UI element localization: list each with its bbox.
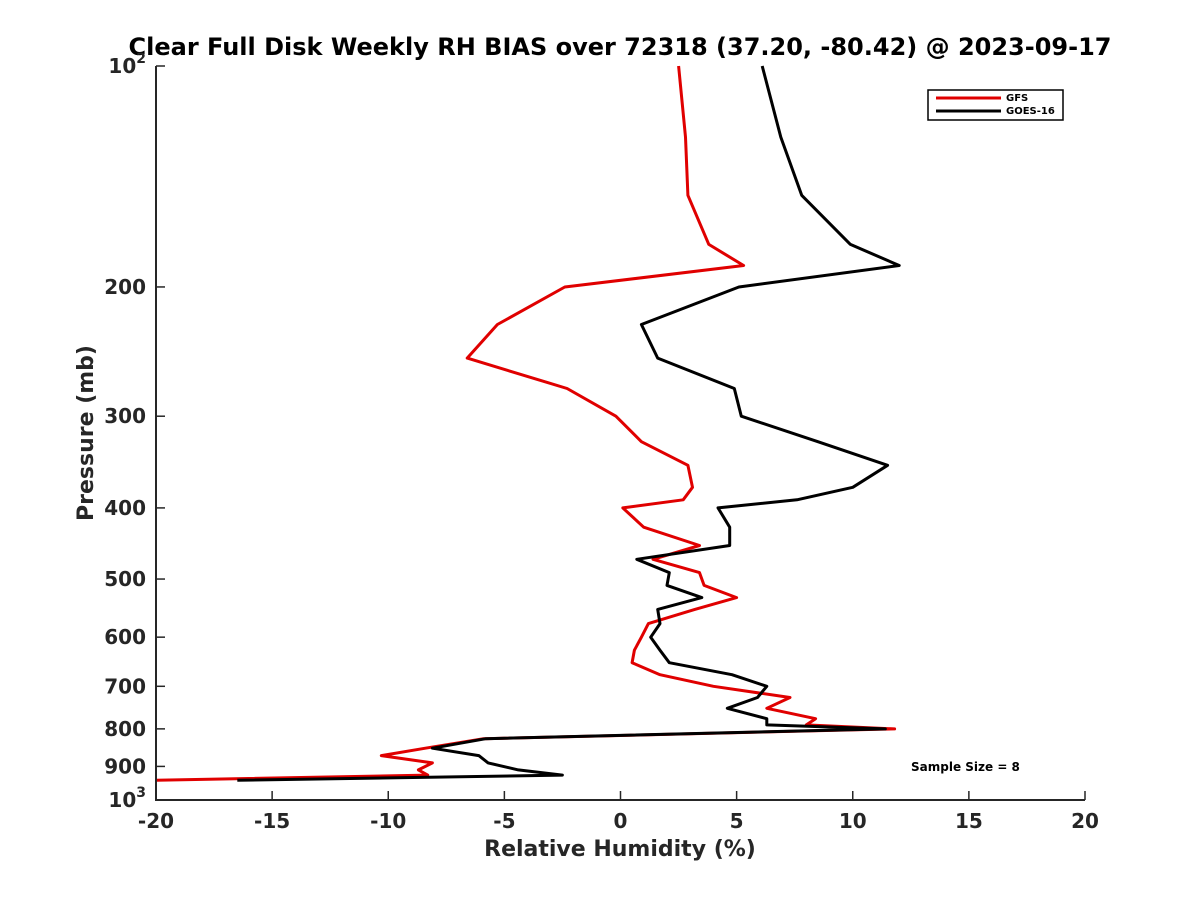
y-tick-label: 103 bbox=[108, 785, 146, 812]
legend: GFS GOES-16 bbox=[927, 89, 1064, 121]
series-line-gfs bbox=[155, 65, 897, 782]
y-tick-label: 700 bbox=[104, 674, 146, 698]
x-tick-label: 20 bbox=[1071, 809, 1099, 833]
x-tick-label: -5 bbox=[493, 809, 515, 833]
y-tick-label: 800 bbox=[104, 717, 146, 741]
y-axis-label: Pressure (mb) bbox=[74, 345, 99, 521]
x-tick-label: -20 bbox=[138, 809, 174, 833]
chart-title: Clear Full Disk Weekly RH BIAS over 7231… bbox=[129, 33, 1112, 61]
series-line-goes16 bbox=[237, 65, 901, 782]
x-tick-label: 15 bbox=[955, 809, 983, 833]
plot-series bbox=[155, 65, 901, 782]
x-axis-label: Relative Humidity (%) bbox=[484, 837, 756, 862]
x-tick-label: -10 bbox=[370, 809, 406, 833]
x-tick-label: 10 bbox=[839, 809, 867, 833]
axis-frame bbox=[155, 66, 1085, 801]
x-tick-label: 0 bbox=[614, 809, 628, 833]
legend-box bbox=[927, 89, 1064, 121]
y-tick-label: 102 bbox=[108, 51, 146, 78]
y-tick-label: 900 bbox=[104, 754, 146, 778]
y-axis-ticks: 102 200 300 400 500 600 700 800 900 103 bbox=[104, 51, 165, 812]
legend-label-gfs: GFS bbox=[1006, 93, 1028, 104]
x-tick-label: 5 bbox=[730, 809, 744, 833]
sample-size-annotation: Sample Size = 8 bbox=[911, 760, 1020, 774]
x-axis-ticks: -20 -15 -10 -5 0 5 10 15 20 bbox=[138, 791, 1099, 833]
y-tick-label: 200 bbox=[104, 275, 146, 299]
legend-label-goes16: GOES-16 bbox=[1006, 106, 1055, 117]
y-tick-label: 600 bbox=[104, 625, 146, 649]
y-tick-label: 400 bbox=[104, 496, 146, 520]
y-tick-label: 300 bbox=[104, 404, 146, 428]
x-tick-label: -15 bbox=[254, 809, 290, 833]
y-tick-label: 500 bbox=[104, 567, 146, 591]
